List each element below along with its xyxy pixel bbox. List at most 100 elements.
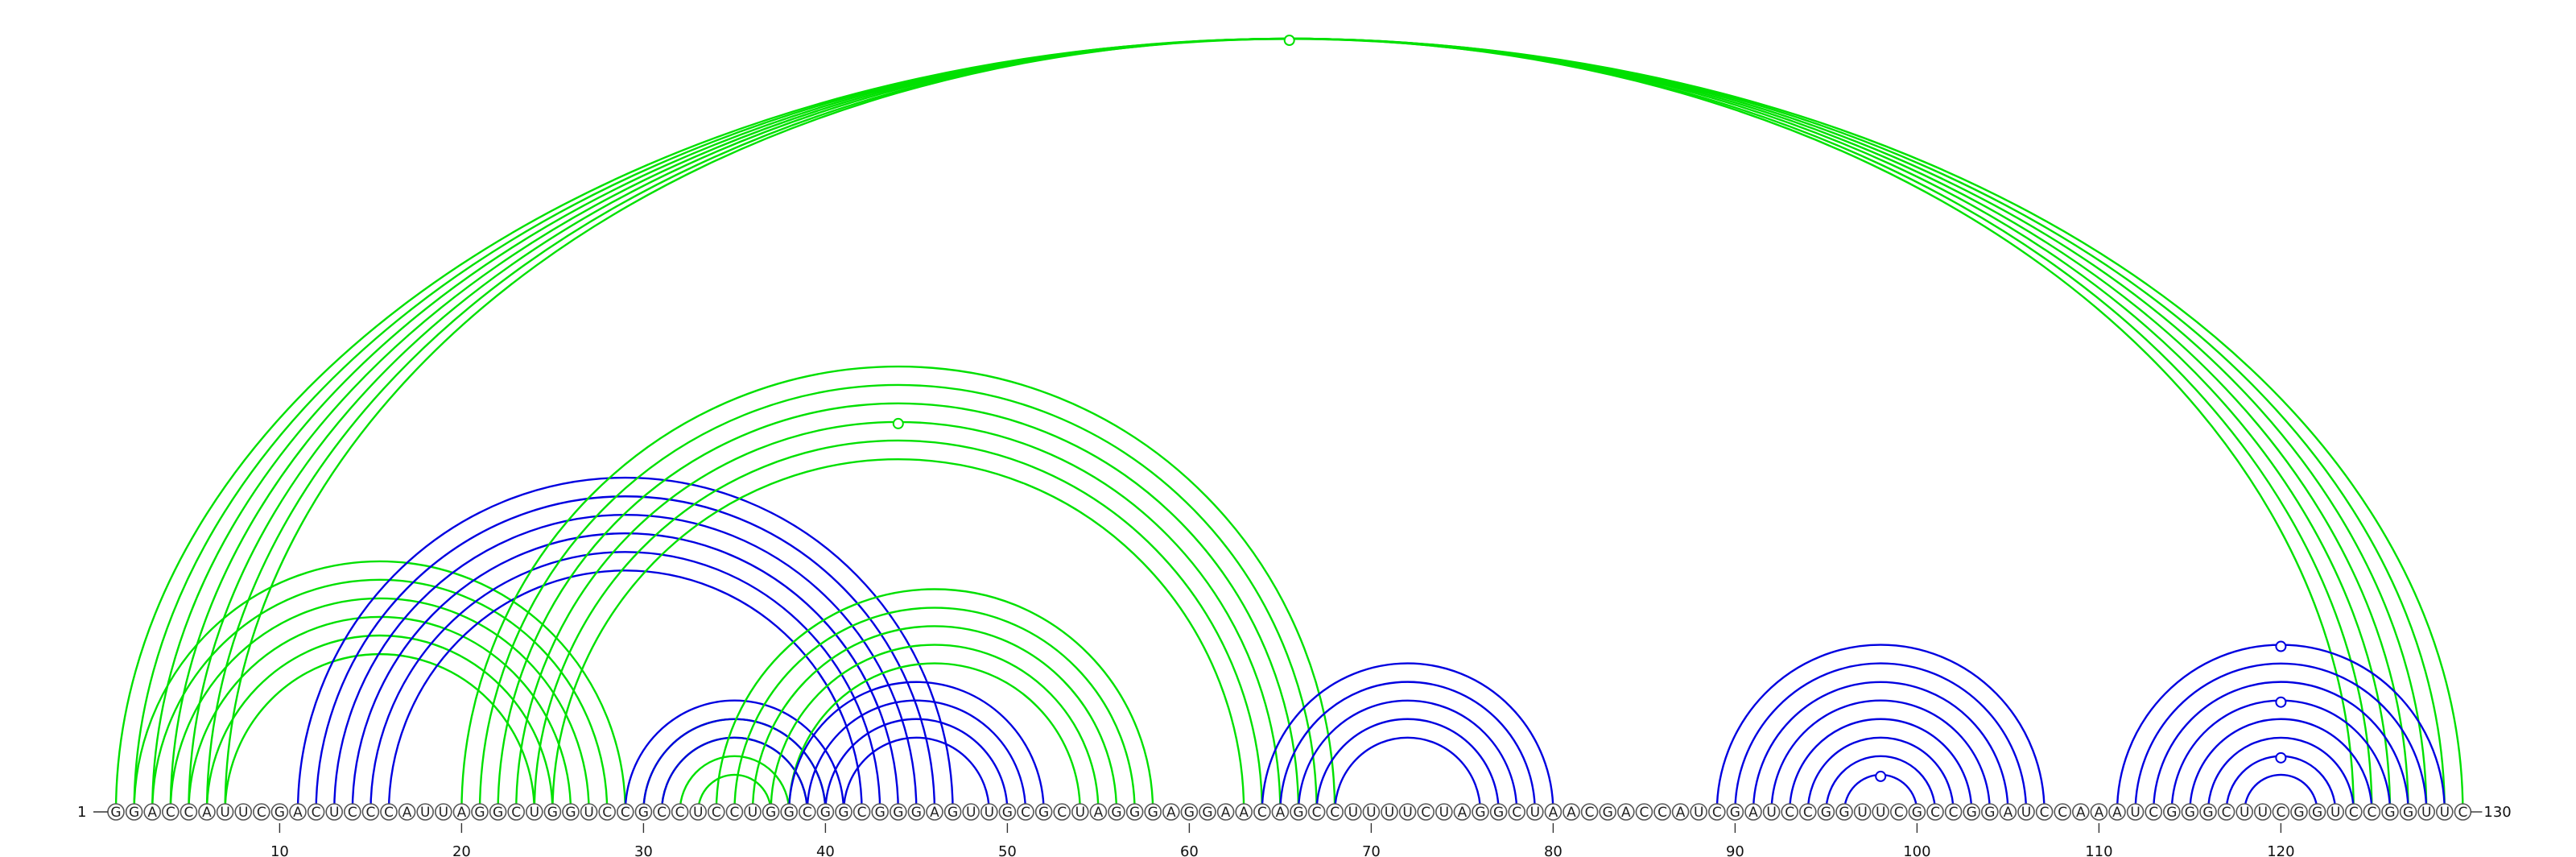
arc-outer-green-7-124 [224, 37, 2355, 813]
nucleotide: G [1034, 803, 1053, 821]
nucleotide: C [1708, 803, 1726, 821]
nucleotide-circle [1744, 803, 1762, 821]
nucleotide-letter: C [2222, 805, 2231, 821]
axis-tick-label: 30 [634, 843, 653, 857]
nucleotide-circle [1872, 803, 1889, 821]
nucleotide-circle [343, 803, 361, 821]
nucleotide: G [835, 803, 852, 821]
nucleotide-circle [1526, 803, 1544, 821]
nucleotide: U [2417, 803, 2435, 821]
nucleotide-letter: U [329, 805, 339, 821]
nucleotide: U [689, 803, 708, 821]
nucleotide-circle [1708, 803, 1726, 821]
nucleotide-circle [852, 803, 871, 821]
arc-blue-loop-120-112-128 [2134, 662, 2428, 813]
arc-blue-inner-a-31-39 [660, 736, 808, 813]
nucleotide-circle [2345, 803, 2363, 821]
nucleotide-letter: C [621, 805, 630, 821]
nucleotide: G [489, 803, 507, 821]
nucleotide-letter: U [1439, 805, 1449, 821]
nucleotide: A [1235, 803, 1253, 821]
nucleotide-circle [180, 803, 198, 821]
nucleotide: A [2090, 803, 2108, 821]
nucleotide-letter: G [1730, 805, 1740, 821]
nucleotide-letter: U [1348, 805, 1358, 821]
nucleotide-letter: C [1803, 805, 1813, 821]
nucleotide-letter: A [402, 805, 412, 821]
nucleotide: G [780, 803, 799, 821]
nucleotide-circle [1926, 803, 1944, 821]
nucleotide: C [2145, 803, 2162, 821]
nucleotide: C [1508, 803, 1525, 821]
nucleotide-circle [1762, 803, 1781, 821]
nucleotide: U [980, 803, 998, 821]
nucleotide: G [1125, 803, 1144, 821]
nucleotide: G [871, 803, 889, 821]
nucleotide-letter: G [1967, 805, 1977, 821]
nucleotide-circle [1162, 803, 1180, 821]
nucleotide-letter: A [1567, 805, 1576, 821]
nucleotide: G [943, 803, 962, 821]
axis-tick-label: 90 [1726, 843, 1744, 857]
nucleotide: G [907, 803, 926, 821]
nucleotide-circle [216, 803, 234, 821]
nucleotide: U [2436, 803, 2454, 821]
nucleotide-circle [634, 803, 653, 821]
nucleotide-circle [434, 803, 452, 821]
nucleotide-letter: C [675, 805, 685, 821]
arc-blue-left-wide-13-45 [333, 514, 918, 813]
nucleotide: G [762, 803, 780, 821]
nucleotide-letter: U [2240, 805, 2249, 821]
nucleotide-circle [1489, 803, 1508, 821]
nucleotide-circle [2254, 803, 2272, 821]
nucleotide-letter: A [202, 805, 212, 821]
nucleotide-circle [616, 803, 634, 821]
nucleotide: G [890, 803, 907, 821]
axis-tick-label: 50 [998, 843, 1017, 857]
arc-left-green-7-24 [224, 652, 535, 813]
arc-green-inner-a-32-38 [679, 755, 791, 813]
nucleotide: A [398, 803, 416, 821]
nucleotide-circle [2417, 803, 2435, 821]
nucleotide-circle [1944, 803, 1963, 821]
nucleotide-circle [125, 803, 143, 821]
nucleotide-letter: G [638, 805, 649, 821]
nucleotide-letter: G [2312, 805, 2322, 821]
nucleotide-letter: A [1621, 805, 1631, 821]
nucleotide-letter: A [457, 805, 467, 821]
nucleotide-circle [1071, 803, 1089, 821]
axis-tick-label: 20 [452, 843, 471, 857]
nucleotide-letter: C [712, 805, 721, 821]
nucleotide-letter: A [1549, 805, 1558, 821]
nucleotide-circle [580, 803, 598, 821]
nucleotide-letter: C [2149, 805, 2158, 821]
nucleotide: U [1526, 803, 1544, 821]
nucleotide-circle [1381, 803, 1398, 821]
nucleotide: C [1017, 803, 1034, 821]
nucleotide-circle [1108, 803, 1125, 821]
nucleotide: A [289, 803, 307, 821]
nucleotide: C [852, 803, 871, 821]
nucleotide-circle [671, 803, 689, 821]
nucleotide-letter: G [1984, 805, 1995, 821]
arc-blue-loop-120-116-124 [2207, 736, 2355, 813]
arc-green-inner-b-34-58 [715, 588, 1154, 813]
nucleotide: C [343, 803, 361, 821]
nucleotide-circle [2090, 803, 2108, 821]
nucleotide: G [125, 803, 143, 821]
nucleotide: C [653, 803, 671, 821]
arc-blue-inner-b-41-49 [842, 736, 990, 813]
nucleotide: U [1690, 803, 1707, 821]
nucleotide-circle [325, 803, 344, 821]
nucleotide: G [1963, 803, 1980, 821]
nucleotide-circle [1981, 803, 1999, 821]
nucleotide-circle [689, 803, 708, 821]
arc-blue-loop-98-92-104 [1770, 699, 1991, 813]
nucleotide-letter: G [1002, 805, 1013, 821]
arc-green-mid-wide-24-64 [533, 439, 1263, 813]
nucleotide-circle [598, 803, 617, 821]
nucleotide-letter: C [312, 805, 321, 821]
nucleotide-circle [1508, 803, 1525, 821]
nucleotide-letter: C [166, 805, 175, 821]
